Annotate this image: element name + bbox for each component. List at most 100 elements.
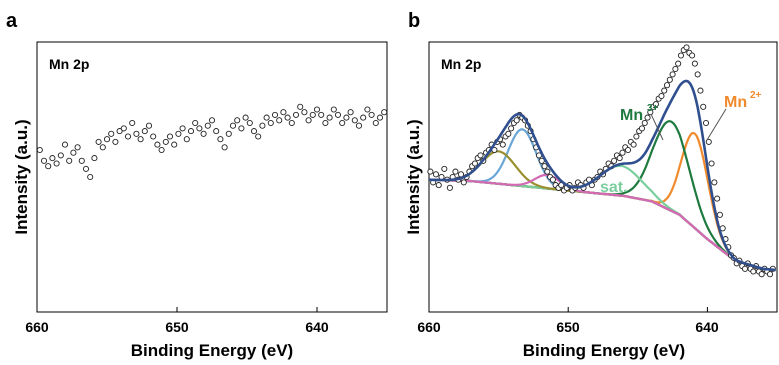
panel-a-point-44 [221, 144, 228, 151]
mn3-pointer [650, 113, 664, 141]
panel-b-tick-marks [428, 307, 708, 312]
panel-b-point-9 [452, 168, 459, 175]
panel-a-point-81 [376, 114, 384, 121]
panel-a-point-42 [213, 128, 220, 135]
panel-a-point-56 [271, 111, 279, 118]
panel-a-point-26 [145, 122, 153, 129]
panel-b-point-44 [549, 176, 556, 183]
panel-b-point-78 [644, 114, 651, 121]
panel-a-point-74 [347, 109, 354, 116]
panel-b-point-98 [700, 103, 707, 110]
panel-b-point-122 [766, 271, 774, 278]
mn2-pointer [706, 108, 727, 141]
panel-b-point-76 [638, 125, 646, 132]
panel-a-point-70 [330, 106, 337, 113]
panel-a-point-34 [179, 125, 186, 132]
panel-a-point-17 [108, 130, 115, 137]
sat-label: sat. [600, 179, 628, 196]
panel-a-point-29 [158, 146, 165, 154]
mn3-label-sup: 3+ [647, 103, 659, 114]
panel-b-point-26 [499, 141, 506, 148]
panel-a-point-45 [225, 130, 232, 137]
panel-a-point-33 [175, 130, 182, 137]
panel-a-point-3 [49, 155, 56, 162]
panel-a-ylabel: Intensity (a.u.) [12, 119, 31, 234]
panel-b-point-68 [616, 155, 623, 162]
panel-a-tick-marks [36, 307, 318, 312]
panel-a-point-51 [250, 128, 258, 135]
panel-b-point-16 [471, 160, 478, 167]
panel-a-point-8 [70, 149, 77, 156]
panel-a-point-39 [200, 130, 207, 137]
panel-b-point-81 [652, 101, 659, 108]
panel-a-point-72 [339, 119, 346, 127]
panel-b-ylabel: Intensity (a.u.) [404, 119, 423, 234]
panel-a-point-25 [141, 128, 148, 135]
panel-a-point-24 [137, 136, 144, 143]
panel-a-tick-660: 660 [25, 319, 49, 335]
panel-b-point-79 [647, 109, 654, 116]
panel-b-tick-650: 650 [556, 319, 580, 335]
envelope-line [429, 79, 776, 272]
panel-a-point-52 [255, 133, 262, 140]
panel-a-frame [36, 41, 388, 313]
panel-b-point-90 [677, 52, 685, 59]
mn2-label-text: Mn [724, 94, 747, 111]
mn3-label-text: Mn [620, 107, 643, 124]
panel-b-point-41 [541, 163, 548, 170]
panel-b-point-99 [702, 119, 710, 127]
panel-a-point-68 [322, 119, 329, 127]
panel-a-point-15 [99, 144, 106, 151]
panel-b-point-116 [750, 268, 757, 275]
panel-a-point-57 [276, 117, 283, 124]
panel-b-point-102 [711, 179, 718, 186]
mn2-label: Mn 2+ [724, 90, 762, 111]
panel-b-point-69 [619, 149, 626, 156]
panel-a-tick-640: 640 [305, 319, 329, 335]
panel-a-point-2 [45, 163, 52, 170]
panel-a-point-36 [187, 128, 195, 135]
panel-b-point-85 [663, 82, 671, 89]
panel-a-point-23 [133, 130, 140, 137]
panel-b-point-18 [477, 152, 484, 159]
panel-b-point-42 [544, 168, 551, 175]
panel-b-point-119 [758, 271, 765, 278]
panel-a-point-35 [183, 136, 190, 143]
panel-a-point-69 [326, 114, 333, 121]
panel-a-point-46 [229, 122, 237, 129]
panel-b-point-83 [658, 92, 665, 100]
panel-a-point-20 [120, 125, 127, 132]
panel-a-point-37 [192, 119, 199, 127]
panel-a-points [36, 103, 388, 181]
panel-a-point-10 [78, 157, 85, 164]
panel-b-point-97 [697, 87, 704, 94]
panel-a-point-22 [129, 119, 136, 127]
panel-b-point-66 [611, 157, 618, 164]
panel-a-point-28 [154, 141, 161, 148]
panel-b-point-0 [427, 168, 434, 175]
panel-b-point-89 [675, 60, 682, 67]
panel-a-point-27 [150, 133, 157, 140]
panel-a-letter: a [6, 10, 18, 32]
panel-a-point-21 [124, 133, 132, 140]
panel-a-point-54 [263, 114, 270, 121]
component-5 [429, 173, 776, 272]
panel-b-tick-660: 660 [417, 319, 441, 335]
panel-a-tick-650: 650 [165, 319, 189, 335]
panel-b-point-113 [741, 265, 749, 272]
panel-b: b Mn 2p Intensity (a.u.) 660 650 640 Bin… [404, 10, 778, 360]
panel-a-point-48 [238, 125, 245, 132]
panel-b-point-104 [716, 211, 723, 218]
panel-a-point-6 [61, 141, 69, 148]
panel-a-point-63 [301, 109, 308, 116]
panel-b-frame [428, 41, 778, 313]
panel-a-point-64 [305, 117, 312, 124]
panel-a-point-49 [242, 114, 249, 121]
panel-b-point-71 [625, 146, 632, 154]
panel-a-point-71 [334, 111, 342, 118]
panel-b-point-95 [691, 60, 698, 67]
panel-a-title: Mn 2p [49, 56, 89, 72]
panel-a-point-80 [372, 119, 379, 127]
panel-b-point-86 [666, 76, 673, 83]
panel-a-point-30 [162, 138, 169, 145]
